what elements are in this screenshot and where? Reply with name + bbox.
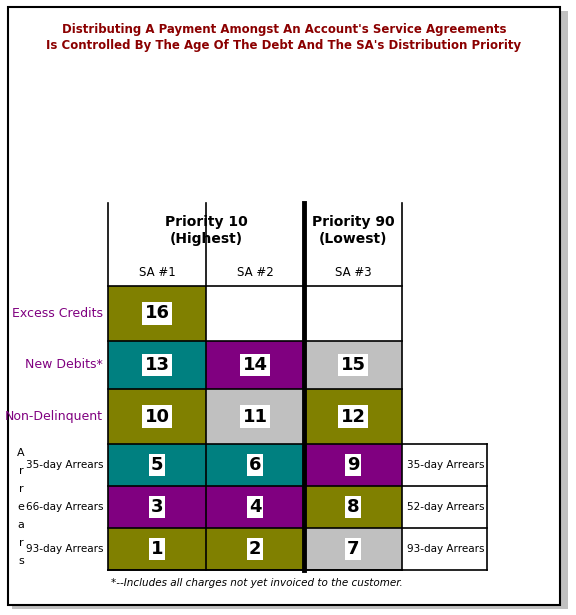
Text: Priority 90
(Lowest): Priority 90 (Lowest) xyxy=(312,215,395,245)
Text: Distributing A Payment Amongst An Account's Service Agreements: Distributing A Payment Amongst An Accoun… xyxy=(62,23,506,36)
Text: 6: 6 xyxy=(249,456,262,474)
Text: Excess Credits: Excess Credits xyxy=(12,307,103,320)
Bar xyxy=(108,444,206,486)
Text: 93-day Arrears: 93-day Arrears xyxy=(25,544,103,554)
Text: *--Includes all charges not yet invoiced to the customer.: *--Includes all charges not yet invoiced… xyxy=(111,578,403,588)
Text: s: s xyxy=(18,556,24,566)
Bar xyxy=(304,444,402,486)
Text: 16: 16 xyxy=(145,304,169,322)
Text: 1: 1 xyxy=(151,540,163,558)
Text: 13: 13 xyxy=(145,356,169,374)
Text: 4: 4 xyxy=(249,498,262,516)
Text: SA #2: SA #2 xyxy=(237,266,274,279)
Bar xyxy=(108,486,206,528)
Text: 7: 7 xyxy=(347,540,359,558)
Text: 11: 11 xyxy=(242,408,267,426)
Text: Non-Delinquent: Non-Delinquent xyxy=(5,410,103,423)
Text: 15: 15 xyxy=(340,356,366,374)
Text: 5: 5 xyxy=(151,456,163,474)
Bar xyxy=(108,341,206,389)
Bar xyxy=(304,528,402,570)
Text: 10: 10 xyxy=(145,408,169,426)
Text: 3: 3 xyxy=(151,498,163,516)
Bar xyxy=(206,389,304,444)
Bar xyxy=(108,528,206,570)
Text: r: r xyxy=(18,484,23,494)
Text: 8: 8 xyxy=(347,498,359,516)
Bar xyxy=(304,341,402,389)
Bar xyxy=(108,286,206,341)
Text: 66-day Arrears: 66-day Arrears xyxy=(25,502,103,512)
Text: 52-day Arrears: 52-day Arrears xyxy=(407,502,484,512)
Text: r: r xyxy=(18,538,23,548)
Text: r: r xyxy=(18,466,23,476)
Text: SA #3: SA #3 xyxy=(335,266,372,279)
Text: 9: 9 xyxy=(347,456,359,474)
Text: 35-day Arrears: 35-day Arrears xyxy=(407,460,484,470)
Bar xyxy=(206,528,304,570)
Text: a: a xyxy=(17,520,24,530)
Bar xyxy=(206,341,304,389)
Bar xyxy=(206,486,304,528)
Bar xyxy=(108,389,206,444)
Bar xyxy=(304,486,402,528)
Text: 2: 2 xyxy=(249,540,262,558)
Text: Priority 10
(Highest): Priority 10 (Highest) xyxy=(165,215,247,245)
Text: Is Controlled By The Age Of The Debt And The SA's Distribution Priority: Is Controlled By The Age Of The Debt And… xyxy=(47,39,521,52)
Text: e: e xyxy=(17,502,24,512)
Bar xyxy=(206,444,304,486)
Text: SA #1: SA #1 xyxy=(139,266,175,279)
Text: 14: 14 xyxy=(242,356,267,374)
Bar xyxy=(304,389,402,444)
Text: New Debits*: New Debits* xyxy=(25,359,103,371)
Text: 93-day Arrears: 93-day Arrears xyxy=(407,544,484,554)
Text: A: A xyxy=(17,448,25,458)
Text: 35-day Arrears: 35-day Arrears xyxy=(25,460,103,470)
Text: 12: 12 xyxy=(340,408,366,426)
